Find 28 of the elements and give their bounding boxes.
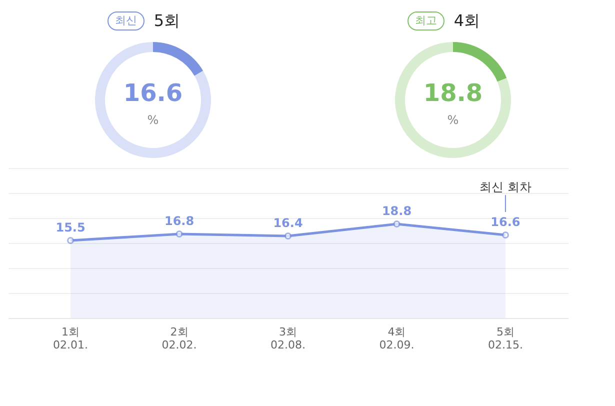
text: 최신 xyxy=(115,14,137,27)
data-label: 16.6 xyxy=(123,79,183,107)
donut-slice xyxy=(153,42,204,76)
point xyxy=(176,230,183,238)
text: % xyxy=(447,113,459,127)
x-tick-label: 5회 02.15. xyxy=(488,326,523,352)
x-tick-label: 3회 02.08. xyxy=(270,326,306,352)
data-label: 18.8 xyxy=(382,204,412,218)
data-label: 18.8 xyxy=(423,79,483,107)
chart-title: 5회 xyxy=(154,11,180,30)
data-label: 16.6 xyxy=(490,215,520,229)
point xyxy=(502,232,509,238)
point xyxy=(284,232,292,240)
data-label: 15.5 xyxy=(56,220,86,234)
annotation: 최신 회차 xyxy=(480,180,532,194)
text: 최고 xyxy=(415,14,437,27)
data-label: 16.8 xyxy=(164,214,194,228)
x-tick-label: 4회 02.09. xyxy=(379,326,414,352)
donut-slice xyxy=(453,42,507,82)
chart-title: 4회 xyxy=(454,11,480,30)
x-tick-label: 2회 02.02. xyxy=(162,326,197,352)
point xyxy=(67,237,74,244)
text: % xyxy=(147,113,159,127)
x-tick-label: 1회 02.01. xyxy=(53,326,88,352)
donut-slice xyxy=(395,42,511,158)
donut-slice xyxy=(95,42,211,158)
data-label: 16.4 xyxy=(273,216,303,230)
point xyxy=(393,220,400,228)
